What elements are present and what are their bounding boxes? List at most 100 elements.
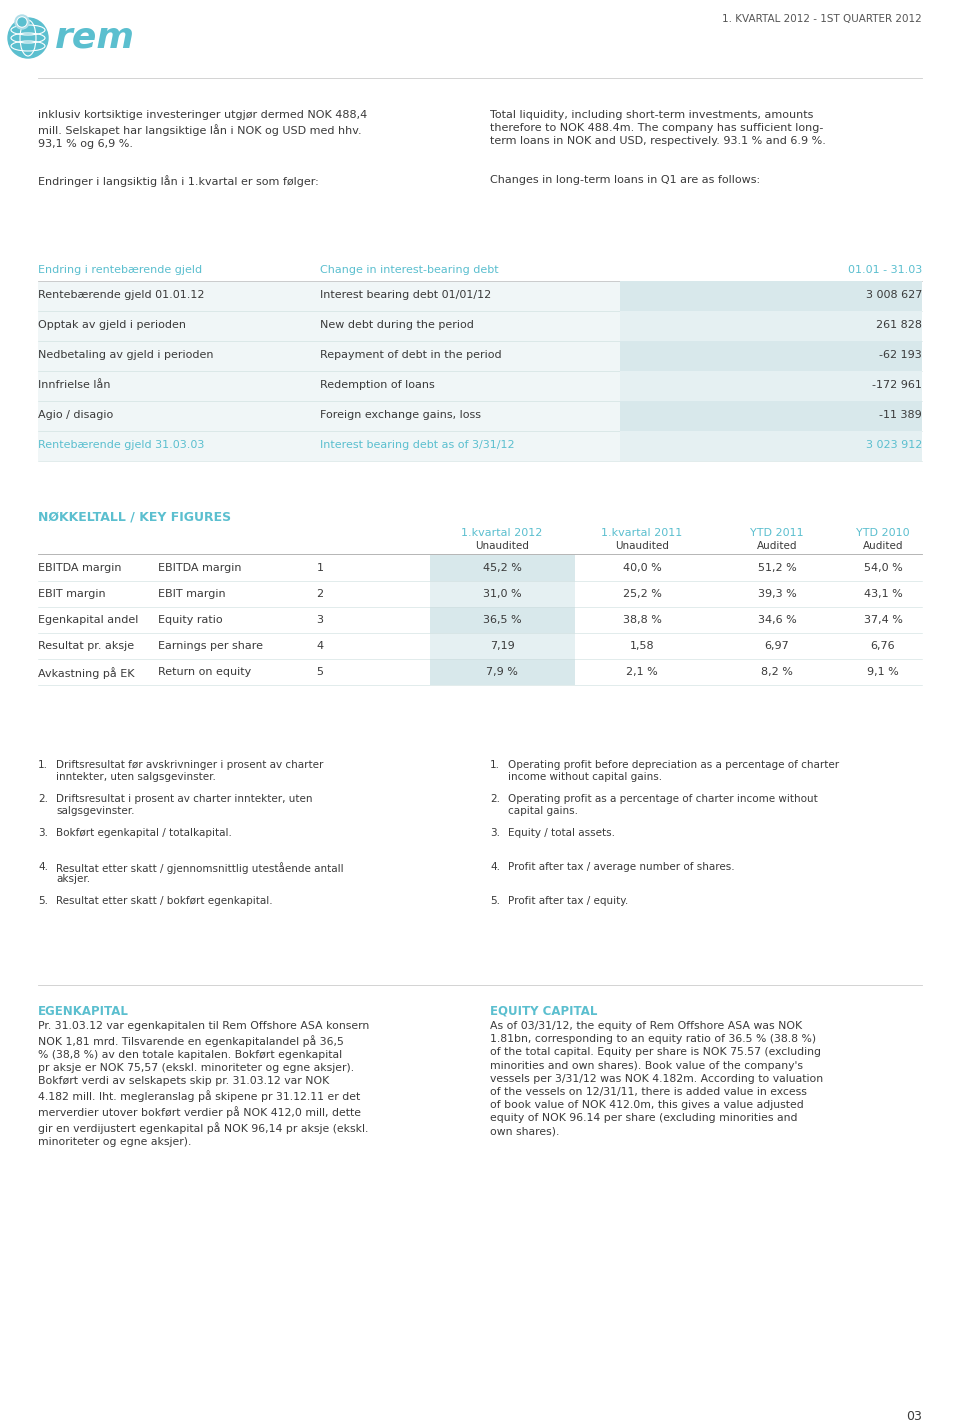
Bar bbox=[38, 341, 922, 371]
Circle shape bbox=[8, 19, 48, 59]
Text: Total liquidity, including short-term investments, amounts
therefore to NOK 488.: Total liquidity, including short-term in… bbox=[490, 110, 826, 147]
Text: 2.: 2. bbox=[38, 793, 48, 803]
Text: 6,76: 6,76 bbox=[871, 641, 896, 651]
Text: 9,1 %: 9,1 % bbox=[867, 666, 899, 676]
Text: As of 03/31/12, the equity of Rem Offshore ASA was NOK
1.81bn, corresponding to : As of 03/31/12, the equity of Rem Offsho… bbox=[490, 1020, 823, 1136]
Text: 2.: 2. bbox=[490, 793, 500, 803]
Text: Driftsresultat i prosent av charter inntekter, uten: Driftsresultat i prosent av charter innt… bbox=[56, 793, 313, 803]
Text: aksjer.: aksjer. bbox=[56, 873, 90, 883]
Text: 40,0 %: 40,0 % bbox=[623, 564, 661, 574]
Text: 45,2 %: 45,2 % bbox=[483, 564, 521, 574]
Text: Innfrielse lån: Innfrielse lån bbox=[38, 380, 110, 390]
Circle shape bbox=[17, 17, 27, 27]
Text: 03: 03 bbox=[906, 1410, 922, 1423]
Text: Audited: Audited bbox=[756, 541, 797, 551]
Text: Agio / disagio: Agio / disagio bbox=[38, 410, 113, 420]
Text: 3.: 3. bbox=[38, 828, 48, 838]
Text: 34,6 %: 34,6 % bbox=[757, 615, 797, 625]
Text: capital gains.: capital gains. bbox=[508, 806, 578, 816]
Text: Rentebærende gjeld 31.03.03: Rentebærende gjeld 31.03.03 bbox=[38, 440, 204, 450]
Text: inklusiv kortsiktige investeringer utgjør dermed NOK 488,4
mill. Selskapet har l: inklusiv kortsiktige investeringer utgjø… bbox=[38, 110, 368, 148]
Text: Interest bearing debt 01/01/12: Interest bearing debt 01/01/12 bbox=[320, 290, 492, 300]
Text: Profit after tax / equity.: Profit after tax / equity. bbox=[508, 896, 628, 906]
Text: Interest bearing debt as of 3/31/12: Interest bearing debt as of 3/31/12 bbox=[320, 440, 515, 450]
Text: 1.: 1. bbox=[38, 761, 48, 771]
Text: Operating profit as a percentage of charter income without: Operating profit as a percentage of char… bbox=[508, 793, 818, 803]
Text: 3: 3 bbox=[317, 615, 324, 625]
Text: 39,3 %: 39,3 % bbox=[757, 589, 797, 599]
Bar bbox=[38, 311, 922, 341]
Text: 1.: 1. bbox=[490, 761, 500, 771]
Text: 1: 1 bbox=[317, 564, 324, 574]
Text: Endringer i langsiktig lån i 1.kvartal er som følger:: Endringer i langsiktig lån i 1.kvartal e… bbox=[38, 176, 319, 187]
Text: 1. KVARTAL 2012 - 1ST QUARTER 2012: 1. KVARTAL 2012 - 1ST QUARTER 2012 bbox=[722, 14, 922, 24]
Text: 38,8 %: 38,8 % bbox=[623, 615, 661, 625]
Bar bbox=[430, 659, 575, 685]
Text: Egenkapital andel: Egenkapital andel bbox=[38, 615, 138, 625]
Bar bbox=[38, 431, 922, 461]
Text: 1.kvartal 2011: 1.kvartal 2011 bbox=[601, 528, 683, 538]
Bar bbox=[430, 555, 575, 581]
Text: Unaudited: Unaudited bbox=[475, 541, 529, 551]
Text: 31,0 %: 31,0 % bbox=[483, 589, 521, 599]
Text: 54,0 %: 54,0 % bbox=[864, 564, 902, 574]
Text: Nedbetaling av gjeld i perioden: Nedbetaling av gjeld i perioden bbox=[38, 350, 213, 360]
Bar bbox=[430, 634, 575, 659]
Bar bbox=[620, 311, 922, 341]
Text: Endring i rentebærende gjeld: Endring i rentebærende gjeld bbox=[38, 265, 203, 275]
Text: -11 389: -11 389 bbox=[879, 410, 922, 420]
Bar bbox=[620, 281, 922, 311]
Text: 261 828: 261 828 bbox=[876, 320, 922, 330]
Text: 4.: 4. bbox=[38, 862, 48, 872]
Text: 3.: 3. bbox=[490, 828, 500, 838]
Text: 2: 2 bbox=[317, 589, 324, 599]
Text: Change in interest-bearing debt: Change in interest-bearing debt bbox=[320, 265, 498, 275]
Text: Foreign exchange gains, loss: Foreign exchange gains, loss bbox=[320, 410, 481, 420]
Bar bbox=[430, 606, 575, 634]
Text: -172 961: -172 961 bbox=[872, 380, 922, 390]
Text: Earnings per share: Earnings per share bbox=[158, 641, 263, 651]
Circle shape bbox=[18, 19, 26, 26]
Bar bbox=[430, 581, 575, 606]
Text: 43,1 %: 43,1 % bbox=[864, 589, 902, 599]
Text: EBIT margin: EBIT margin bbox=[158, 589, 226, 599]
Text: 3 023 912: 3 023 912 bbox=[866, 440, 922, 450]
Bar bbox=[38, 401, 922, 431]
Bar bbox=[38, 281, 922, 311]
Text: 25,2 %: 25,2 % bbox=[623, 589, 661, 599]
Text: Return on equity: Return on equity bbox=[158, 666, 252, 676]
Text: Unaudited: Unaudited bbox=[615, 541, 669, 551]
Text: 3 008 627: 3 008 627 bbox=[866, 290, 922, 300]
Text: Rentebærende gjeld 01.01.12: Rentebærende gjeld 01.01.12 bbox=[38, 290, 204, 300]
Text: Resultat etter skatt / bokført egenkapital.: Resultat etter skatt / bokført egenkapit… bbox=[56, 896, 273, 906]
Text: Repayment of debt in the period: Repayment of debt in the period bbox=[320, 350, 502, 360]
Text: 5.: 5. bbox=[38, 896, 48, 906]
Text: 37,4 %: 37,4 % bbox=[864, 615, 902, 625]
Text: income without capital gains.: income without capital gains. bbox=[508, 772, 662, 782]
Text: Audited: Audited bbox=[863, 541, 903, 551]
Text: 7,9 %: 7,9 % bbox=[486, 666, 518, 676]
Bar bbox=[38, 371, 922, 401]
Text: -62 193: -62 193 bbox=[879, 350, 922, 360]
Text: 51,2 %: 51,2 % bbox=[757, 564, 797, 574]
Text: 36,5 %: 36,5 % bbox=[483, 615, 521, 625]
Text: 7,19: 7,19 bbox=[490, 641, 515, 651]
Text: Operating profit before depreciation as a percentage of charter: Operating profit before depreciation as … bbox=[508, 761, 839, 771]
Text: Avkastning på EK: Avkastning på EK bbox=[38, 666, 134, 679]
Text: Pr. 31.03.12 var egenkapitalen til Rem Offshore ASA konsern
NOK 1,81 mrd. Tilsva: Pr. 31.03.12 var egenkapitalen til Rem O… bbox=[38, 1020, 370, 1147]
Bar bbox=[620, 341, 922, 371]
Text: EGENKAPITAL: EGENKAPITAL bbox=[38, 1005, 129, 1017]
Text: Driftsresultat før avskrivninger i prosent av charter: Driftsresultat før avskrivninger i prose… bbox=[56, 761, 324, 771]
Text: New debt during the period: New debt during the period bbox=[320, 320, 474, 330]
Text: 1.kvartal 2012: 1.kvartal 2012 bbox=[462, 528, 542, 538]
Text: 01.01 - 31.03: 01.01 - 31.03 bbox=[848, 265, 922, 275]
Text: salgsgevinster.: salgsgevinster. bbox=[56, 806, 134, 816]
Text: rem: rem bbox=[55, 21, 135, 56]
Text: Bokført egenkapital / totalkapital.: Bokført egenkapital / totalkapital. bbox=[56, 828, 232, 838]
Text: Changes in long-term loans in Q1 are as follows:: Changes in long-term loans in Q1 are as … bbox=[490, 176, 760, 186]
Text: 6,97: 6,97 bbox=[764, 641, 789, 651]
Text: Opptak av gjeld i perioden: Opptak av gjeld i perioden bbox=[38, 320, 186, 330]
Bar bbox=[620, 431, 922, 461]
Text: EBIT margin: EBIT margin bbox=[38, 589, 106, 599]
Text: 8,2 %: 8,2 % bbox=[761, 666, 793, 676]
